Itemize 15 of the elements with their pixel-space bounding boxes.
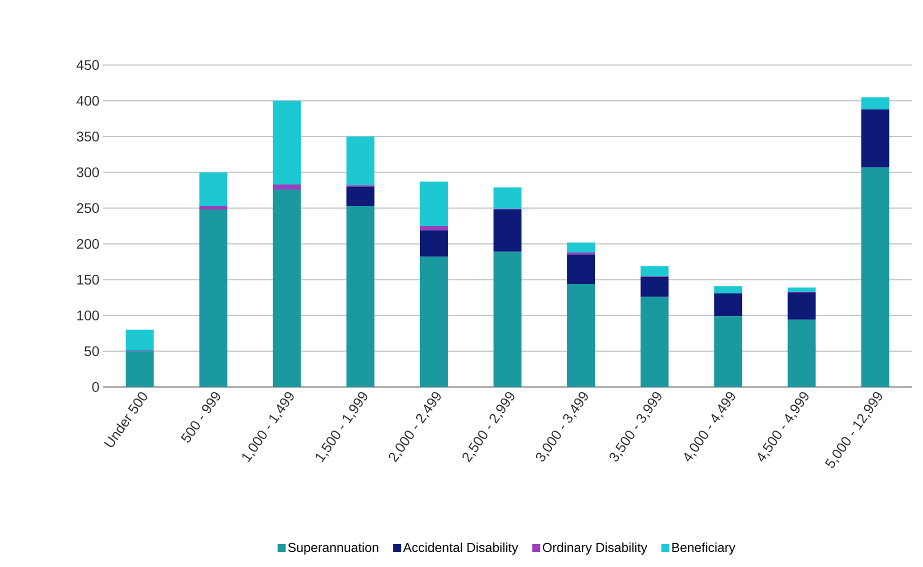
- y-tick-label: 350: [76, 132, 99, 142]
- legend-label: Accidental Disability: [403, 542, 518, 555]
- y-tick-label: 0: [92, 382, 99, 392]
- y-tick-label: 400: [76, 96, 99, 106]
- legend-label: Beneficiary: [672, 542, 736, 555]
- y-tick-label: 50: [84, 346, 99, 356]
- legend-label: Ordinary Disability: [542, 542, 648, 555]
- y-tick-label: 300: [76, 167, 99, 178]
- y-tick-label: 450: [76, 60, 99, 70]
- x-tick-label: 500 - 999: [180, 392, 220, 443]
- y-tick-label: 150: [77, 274, 99, 285]
- y-tick-label: 100: [77, 310, 99, 320]
- legend-label: Superannuation: [288, 542, 378, 555]
- y-tick-label: 200: [76, 238, 99, 249]
- y-tick-label: 250: [76, 203, 99, 214]
